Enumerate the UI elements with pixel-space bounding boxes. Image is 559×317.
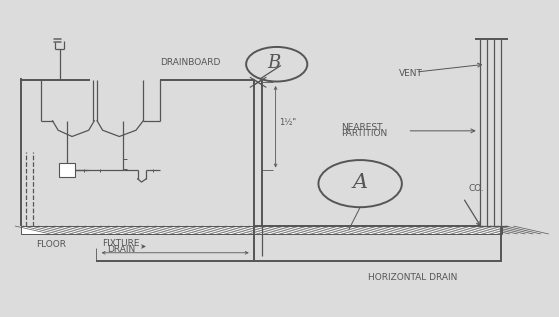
Text: B: B — [267, 54, 281, 72]
Text: 1½": 1½" — [280, 118, 297, 126]
Text: HORIZONTAL DRAIN: HORIZONTAL DRAIN — [368, 273, 458, 282]
Text: A: A — [353, 172, 368, 191]
Text: CO.: CO. — [468, 184, 484, 193]
Text: DRAINBOARD: DRAINBOARD — [160, 58, 221, 67]
Text: NEAREST: NEAREST — [340, 123, 382, 132]
Bar — [59, 163, 75, 177]
Text: FIXTURE: FIXTURE — [102, 239, 140, 248]
Bar — [21, 226, 502, 234]
Text: PARTITION: PARTITION — [340, 129, 387, 139]
Text: VENT: VENT — [399, 69, 423, 78]
Text: DRAIN: DRAIN — [107, 245, 135, 254]
Text: FLOOR: FLOOR — [36, 240, 67, 249]
